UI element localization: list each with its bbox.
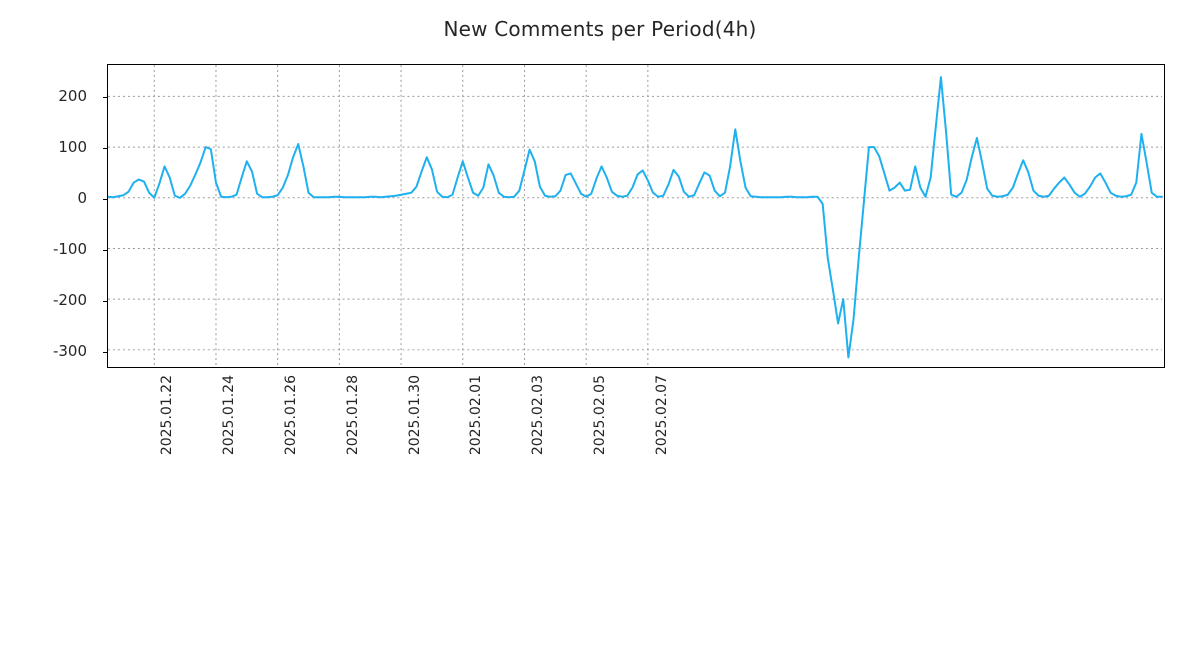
x-axis-tick-label: 2025.02.07 [653, 375, 670, 456]
x-axis-tick-mark-top [108, 615, 109, 622]
y-axis-tick-mark [103, 351, 108, 353]
y-axis-tick-mark [103, 96, 108, 98]
x-axis-tick-mark-top [108, 643, 109, 650]
x-axis-tick-label: 2025.01.28 [344, 375, 361, 456]
x-axis-tick-label: 2025.02.03 [530, 375, 547, 456]
y-axis-tick-mark [103, 198, 108, 200]
plot-area [103, 64, 1165, 368]
x-axis-tick-label: 2025.01.26 [282, 375, 299, 456]
x-axis-tick-mark-top [108, 636, 109, 643]
x-axis-tick-label: 2025.02.05 [592, 375, 609, 456]
y-axis-tick-label: -300 [52, 341, 87, 360]
grid-lines [108, 65, 1163, 366]
data-line [108, 77, 1162, 357]
x-axis-tick-mark-top [108, 622, 109, 629]
y-axis-tick-label: 0 [77, 188, 87, 207]
series-line-new-comments-per-period [108, 65, 1164, 367]
x-axis-tick-label: 2025.01.30 [406, 375, 423, 456]
chart-title: New Comments per Period(4h) [443, 17, 757, 41]
x-axis-tick-mark-top [108, 608, 109, 615]
y-axis-tick-label: -100 [52, 239, 87, 258]
y-axis-tick-label: -200 [52, 290, 87, 309]
x-axis-tick-mark-top [108, 629, 109, 636]
y-axis-tick-mark [103, 147, 108, 149]
x-axis-tick-mark-top [108, 657, 109, 664]
y-axis-tick-label: 100 [58, 137, 87, 156]
x-axis-tick-label: 2025.01.24 [221, 375, 238, 456]
y-axis-tick-label: 200 [58, 86, 87, 105]
x-axis-tick-mark-top [108, 664, 109, 671]
x-axis-tick-label: 2025.02.01 [468, 375, 485, 456]
y-axis-tick-mark [103, 300, 108, 302]
x-axis-tick-mark-top [108, 650, 109, 657]
chart-figure: New Comments per Period(4h) 200 100 0 -100 -… [52, 17, 1165, 456]
y-axis-tick-mark [103, 249, 108, 251]
x-axis-tick-label: 2025.01.22 [159, 375, 176, 456]
